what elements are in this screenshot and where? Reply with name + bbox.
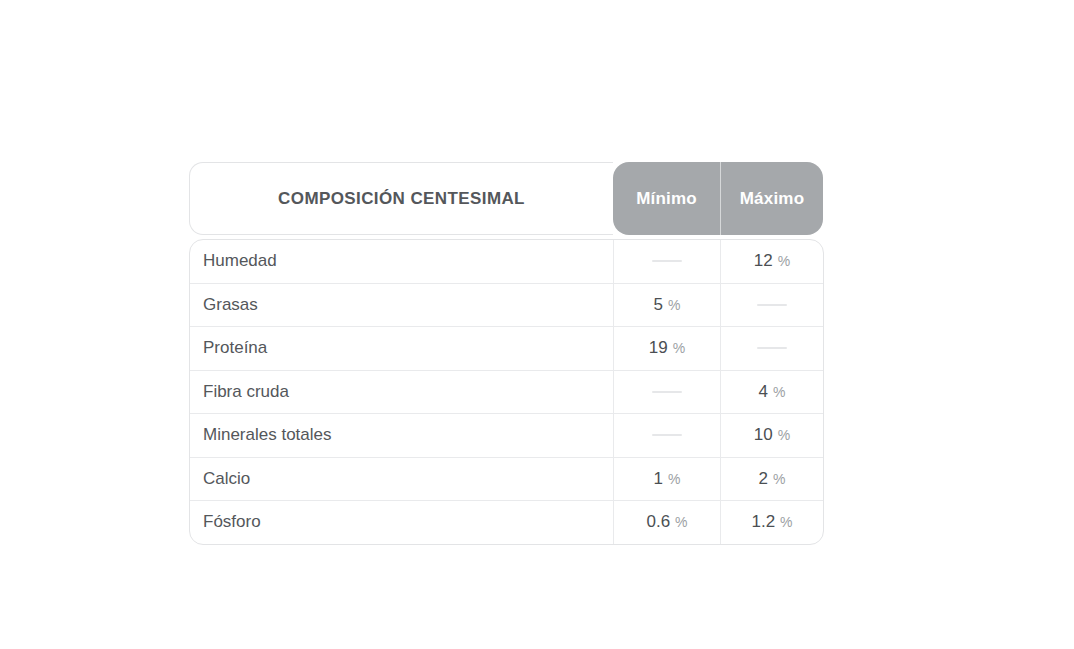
table-row: Fósforo0.6%1.2% [190, 500, 823, 544]
table-title-box: COMPOSICIÓN CENTESIMAL [189, 162, 613, 235]
value-number: 12 [754, 251, 773, 271]
value-unit: % [780, 514, 792, 530]
value-unit: % [773, 471, 785, 487]
value-unit: % [773, 384, 785, 400]
value-unit: % [668, 471, 680, 487]
empty-dash-icon [757, 304, 787, 306]
empty-value-cell [613, 371, 720, 414]
empty-dash-icon [652, 260, 682, 262]
table-row: Grasas5% [190, 283, 823, 327]
value-unit: % [778, 427, 790, 443]
table-row: Proteína19% [190, 326, 823, 370]
value-cell: 12% [720, 240, 823, 283]
value-number: 4 [759, 382, 768, 402]
row-label: Humedad [190, 240, 613, 283]
value-number: 1 [654, 469, 663, 489]
table-header: COMPOSICIÓN CENTESIMAL Mínimo Máximo [189, 162, 824, 235]
composition-table: COMPOSICIÓN CENTESIMAL Mínimo Máximo Hum… [189, 162, 824, 545]
table-row: Fibra cruda 4% [190, 370, 823, 414]
table-row: Humedad 12% [190, 240, 823, 283]
value-unit: % [675, 514, 687, 530]
value-unit: % [668, 297, 680, 313]
table-row: Minerales totales 10% [190, 413, 823, 457]
value-number: 1.2 [751, 512, 775, 532]
value-cell: 5% [613, 284, 720, 327]
value-cell: 0.6% [613, 501, 720, 544]
table-body: Humedad12%Grasas5%Proteína19%Fibra cruda… [189, 239, 824, 545]
row-label: Proteína [190, 327, 613, 370]
value-number: 2 [759, 469, 768, 489]
value-cell: 10% [720, 414, 823, 457]
page: COMPOSICIÓN CENTESIMAL Mínimo Máximo Hum… [0, 0, 1074, 649]
row-label: Calcio [190, 458, 613, 501]
column-header-maximo: Máximo [720, 162, 823, 235]
empty-value-cell [720, 284, 823, 327]
column-header-minimo: Mínimo [613, 162, 720, 235]
row-label: Minerales totales [190, 414, 613, 457]
value-cell: 4% [720, 371, 823, 414]
value-number: 5 [654, 295, 663, 315]
value-unit: % [673, 340, 685, 356]
value-number: 19 [649, 338, 668, 358]
empty-dash-icon [757, 347, 787, 349]
row-label: Fibra cruda [190, 371, 613, 414]
empty-dash-icon [652, 434, 682, 436]
empty-value-cell [613, 240, 720, 283]
value-unit: % [778, 253, 790, 269]
value-cell: 1% [613, 458, 720, 501]
value-number: 0.6 [646, 512, 670, 532]
value-cell: 2% [720, 458, 823, 501]
value-cell: 19% [613, 327, 720, 370]
header-columns: Mínimo Máximo [613, 162, 823, 235]
value-number: 10 [754, 425, 773, 445]
row-label: Grasas [190, 284, 613, 327]
table-title: COMPOSICIÓN CENTESIMAL [278, 189, 525, 209]
row-label: Fósforo [190, 501, 613, 544]
value-cell: 1.2% [720, 501, 823, 544]
empty-value-cell [613, 414, 720, 457]
empty-dash-icon [652, 391, 682, 393]
table-row: Calcio1%2% [190, 457, 823, 501]
empty-value-cell [720, 327, 823, 370]
